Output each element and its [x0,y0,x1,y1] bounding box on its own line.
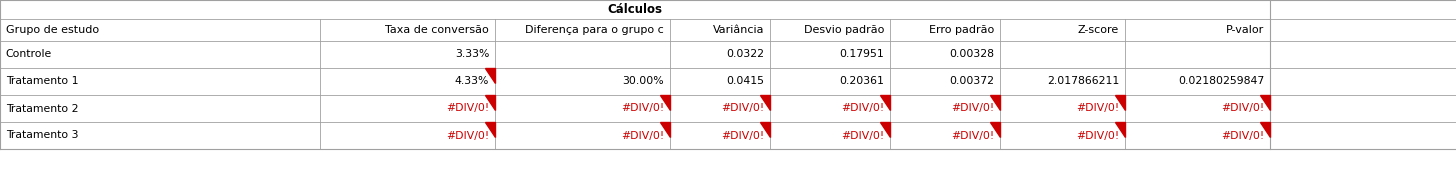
Text: Tratamento 2: Tratamento 2 [6,103,79,114]
Text: #DIV/0!: #DIV/0! [1222,103,1264,114]
Text: #DIV/0!: #DIV/0! [622,103,664,114]
Polygon shape [1115,122,1125,137]
Polygon shape [660,122,670,137]
Text: 0.0322: 0.0322 [727,49,764,60]
Text: Desvio padrão: Desvio padrão [804,25,884,35]
Text: #DIV/0!: #DIV/0! [842,103,884,114]
Polygon shape [879,122,890,137]
Text: #DIV/0!: #DIV/0! [1076,103,1120,114]
Text: Tratamento 1: Tratamento 1 [6,76,79,87]
Text: 4.33%: 4.33% [454,76,489,87]
Text: 0.20361: 0.20361 [839,76,884,87]
Text: #DIV/0!: #DIV/0! [1076,130,1120,141]
Polygon shape [879,95,890,110]
Text: Cálculos: Cálculos [607,3,662,16]
Text: #DIV/0!: #DIV/0! [721,130,764,141]
Text: #DIV/0!: #DIV/0! [951,130,994,141]
Text: Controle: Controle [6,49,52,60]
Text: P-valor: P-valor [1226,25,1264,35]
Text: 0.0415: 0.0415 [727,76,764,87]
Text: #DIV/0!: #DIV/0! [951,103,994,114]
Text: Erro padrão: Erro padrão [929,25,994,35]
Polygon shape [1259,95,1270,110]
Text: #DIV/0!: #DIV/0! [842,130,884,141]
Polygon shape [990,95,1000,110]
Text: 0.00372: 0.00372 [949,76,994,87]
Polygon shape [760,122,770,137]
Text: #DIV/0!: #DIV/0! [1222,130,1264,141]
Polygon shape [485,122,495,137]
Text: 0.02180259847: 0.02180259847 [1178,76,1264,87]
Text: Taxa de conversão: Taxa de conversão [386,25,489,35]
Text: Diferença para o grupo c: Diferença para o grupo c [526,25,664,35]
Text: Z-score: Z-score [1077,25,1120,35]
Text: 0.17951: 0.17951 [840,49,884,60]
Text: #DIV/0!: #DIV/0! [721,103,764,114]
Text: #DIV/0!: #DIV/0! [446,130,489,141]
Polygon shape [1259,122,1270,137]
Polygon shape [485,68,495,83]
Text: Tratamento 3: Tratamento 3 [6,130,79,141]
Text: 2.017866211: 2.017866211 [1047,76,1120,87]
Polygon shape [990,122,1000,137]
Polygon shape [485,95,495,110]
Text: 3.33%: 3.33% [454,49,489,60]
Text: 0.00328: 0.00328 [949,49,994,60]
Text: #DIV/0!: #DIV/0! [446,103,489,114]
Polygon shape [760,95,770,110]
Polygon shape [1115,95,1125,110]
Text: #DIV/0!: #DIV/0! [622,130,664,141]
Polygon shape [660,95,670,110]
Text: Grupo de estudo: Grupo de estudo [6,25,99,35]
Text: Variância: Variância [712,25,764,35]
Text: 30.00%: 30.00% [623,76,664,87]
